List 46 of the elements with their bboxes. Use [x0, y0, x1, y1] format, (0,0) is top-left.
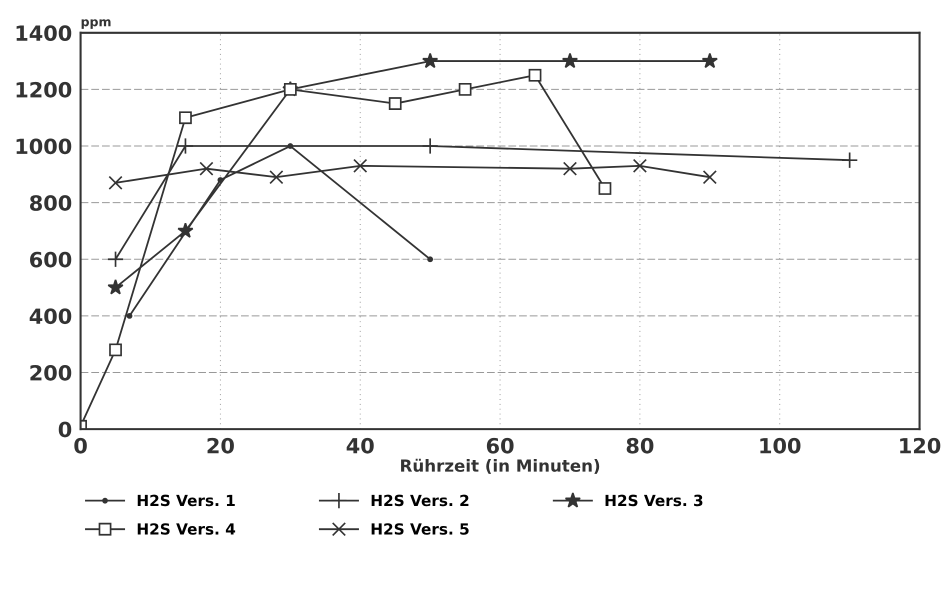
legend-label: H2S Vers. 2	[372, 494, 468, 506]
y-tick-label: 1200	[16, 82, 72, 98]
x-tick-label: 120	[900, 438, 940, 454]
point	[458, 83, 472, 96]
point	[422, 138, 439, 154]
point	[422, 52, 438, 68]
point	[598, 182, 612, 195]
y-tick-label: 400	[30, 308, 72, 324]
point	[632, 158, 647, 173]
x-tick-label: 60	[486, 438, 514, 454]
point	[841, 152, 858, 169]
legend-label: H2S Vers. 1	[138, 494, 235, 506]
point	[702, 52, 718, 68]
x-tick-label: 0	[74, 438, 87, 454]
point	[427, 256, 434, 262]
point	[176, 138, 194, 154]
y-axis-title: ppm	[82, 19, 111, 29]
point	[388, 97, 402, 110]
point	[107, 250, 124, 268]
point	[126, 312, 132, 319]
point	[108, 176, 123, 190]
legend-label: H2S Vers. 5	[372, 523, 469, 535]
point	[179, 111, 192, 124]
y-tick-label: 200	[30, 364, 72, 381]
y-tick-label: 800	[30, 195, 72, 211]
point	[702, 170, 717, 184]
point	[199, 162, 214, 176]
x-tick-label: 80	[626, 438, 654, 454]
y-tick-label: 600	[30, 252, 72, 268]
x-tick-label: 100	[760, 438, 800, 454]
y-tick-label: 1400	[16, 25, 72, 41]
point	[107, 279, 124, 295]
point	[353, 158, 368, 173]
point	[177, 222, 194, 238]
x-axis-title: Rührzeit (in Minuten)	[401, 458, 600, 474]
point	[562, 162, 578, 176]
point	[109, 343, 122, 356]
point	[562, 52, 578, 68]
x-tick-label: 20	[208, 438, 234, 454]
y-tick-label: 1000	[16, 138, 72, 154]
x-tick-label: 40	[346, 438, 374, 454]
y-tick-label: 0	[58, 422, 72, 438]
legend-label: H2S Vers. 4	[138, 523, 236, 535]
legend-label: H2S Vers. 3	[606, 494, 702, 506]
point	[528, 68, 542, 82]
point	[269, 170, 284, 184]
